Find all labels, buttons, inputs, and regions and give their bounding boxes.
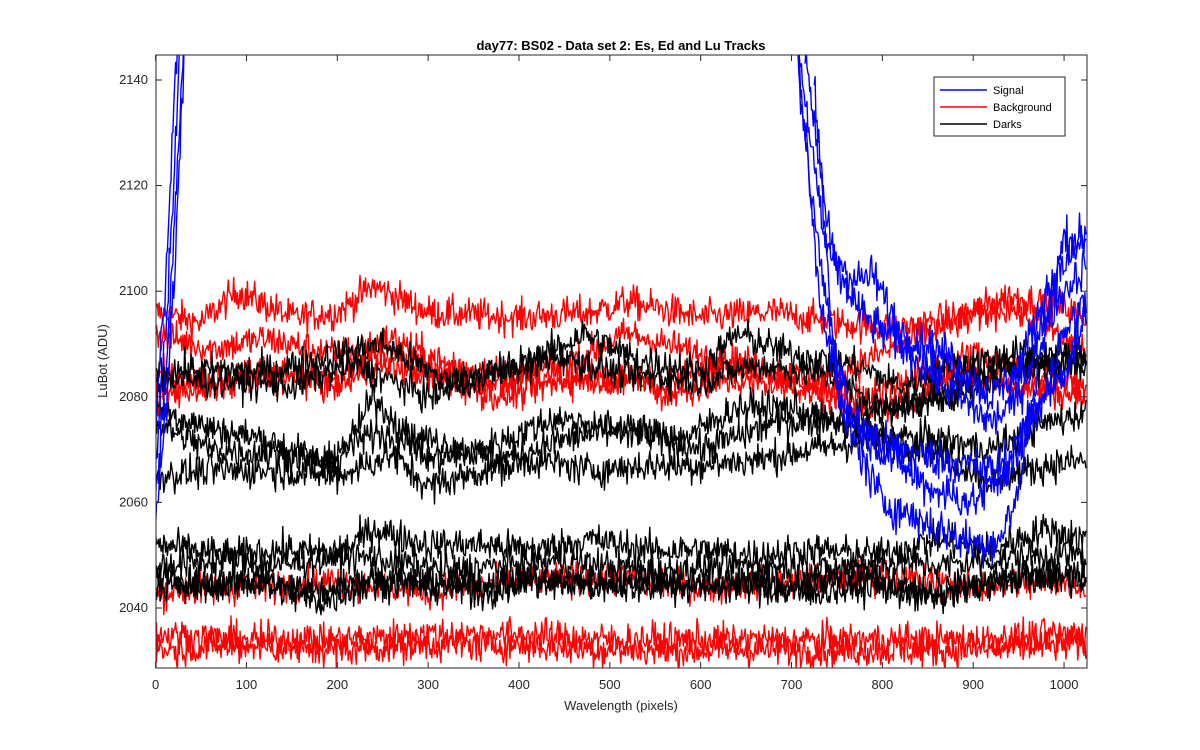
series-darks-line <box>156 339 1087 423</box>
series-background-line <box>156 274 1087 345</box>
y-tick-label: 2080 <box>119 389 148 404</box>
series-signal-line <box>797 55 1087 569</box>
series-darks-line <box>156 555 1087 616</box>
series-signal-line <box>156 55 180 460</box>
series-signal-line <box>813 75 1087 486</box>
y-tick-label: 2040 <box>119 600 148 615</box>
y-axis-label: LuBot (ADU) <box>95 324 110 398</box>
series-signal-line <box>798 55 1087 411</box>
x-tick-label: 200 <box>326 677 348 692</box>
x-tick-label: 600 <box>690 677 712 692</box>
series-signal-line <box>156 55 185 528</box>
x-tick-label: 800 <box>872 677 894 692</box>
x-axis-label: Wavelength (pixels) <box>564 698 678 713</box>
legend-label-background: Background <box>993 102 1052 114</box>
series-signal-line <box>156 55 178 424</box>
x-tick-label: 1000 <box>1050 677 1079 692</box>
series-darks-line <box>156 534 1087 591</box>
legend: Signal Background Darks <box>933 76 1066 137</box>
series-layer <box>156 55 1087 668</box>
legend-label-darks: Darks <box>993 119 1022 131</box>
x-tick-label: 100 <box>236 677 258 692</box>
series-signal-line <box>804 55 1087 435</box>
series-signal-line <box>156 55 184 499</box>
x-tick-label: 300 <box>417 677 439 692</box>
x-tick-label: 900 <box>962 677 984 692</box>
y-tick-label: 2120 <box>119 178 148 193</box>
series-background-line <box>156 625 1087 668</box>
x-tick-label: 500 <box>599 677 621 692</box>
legend-label-signal: Signal <box>993 85 1024 97</box>
ticks-layer: 0 100 200 300 400 500 600 700 800 900 1000 2040 2060… <box>119 55 1087 692</box>
y-tick-label: 2100 <box>119 283 148 298</box>
chart-title: day77: BS02 - Data set 2: Es, Ed and Lu … <box>476 38 765 53</box>
y-tick-label: 2060 <box>119 494 148 509</box>
x-tick-label: 700 <box>781 677 803 692</box>
plot-frame <box>155 54 1088 669</box>
x-tick-label: 400 <box>508 677 530 692</box>
y-tick-label: 2140 <box>119 72 148 87</box>
x-tick-label: 0 <box>152 677 159 692</box>
